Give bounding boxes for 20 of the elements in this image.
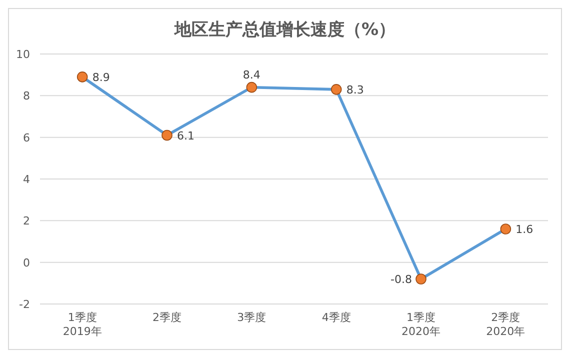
x-tick-label: 2季度 2020年 [486, 311, 526, 338]
data-label: 8.4 [242, 68, 260, 82]
y-tick-label: 4 [23, 173, 30, 186]
x-tick-label: 1季度 2020年 [402, 311, 440, 338]
data-label: -0.8 [390, 273, 412, 286]
y-tick-label: 0 [23, 256, 30, 270]
y-tick-label: 6 [23, 131, 30, 144]
data-label: 8.9 [92, 70, 110, 84]
data-label: 1.6 [516, 223, 534, 236]
y-tick-label: 8 [23, 90, 30, 103]
y-tick-label: 10 [16, 48, 30, 61]
x-tick-label: 2季度 [152, 311, 182, 324]
x-tick-label: 3季度 [237, 311, 266, 324]
x-tick-label: 4季度 [322, 311, 351, 324]
data-label: 8.3 [346, 83, 364, 96]
data-label: 6.1 [177, 129, 194, 142]
y-tick-label: 2 [23, 214, 30, 228]
y-tick-label: -2 [19, 298, 30, 311]
chart-title: 地区生产总值增长速度（%） [173, 20, 396, 40]
x-tick-label: 1季度 2019年 [62, 311, 102, 338]
